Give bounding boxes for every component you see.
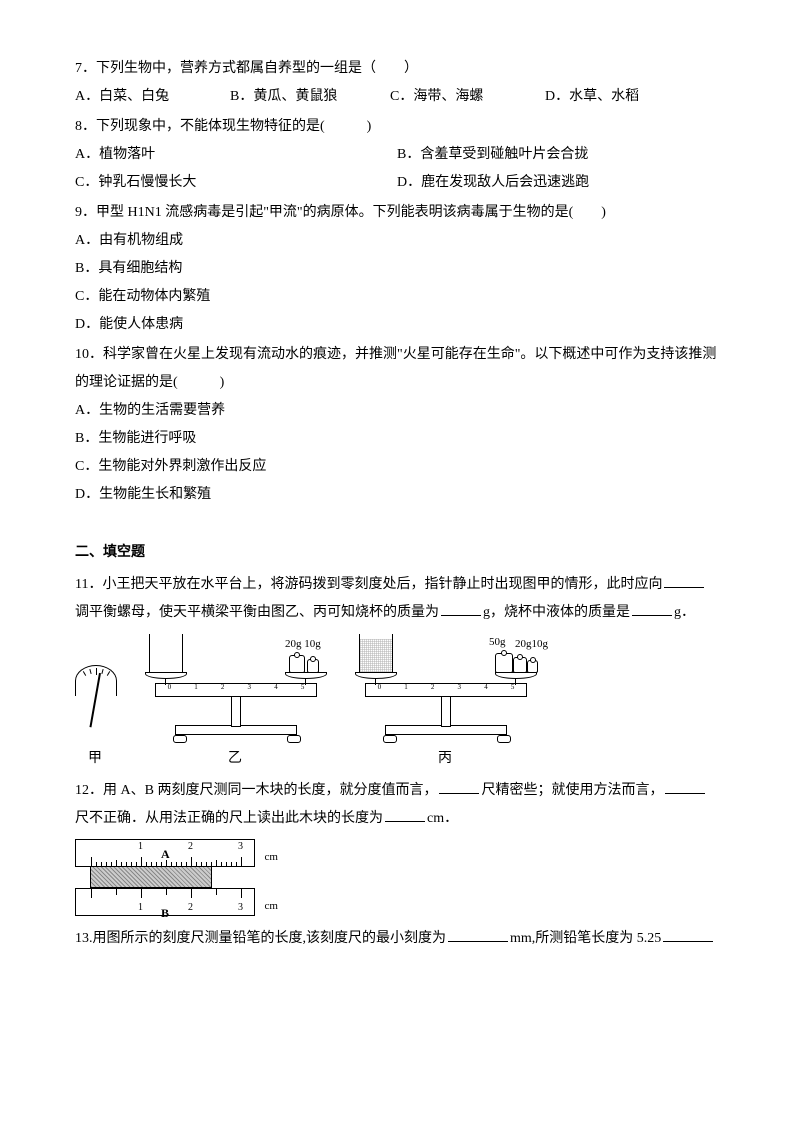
ruler-b-label: B [161,901,169,925]
ruler-a-unit: cm [265,846,278,868]
q9-option-b: B．具有细胞结构 [75,255,719,283]
q8-option-c: C．钟乳石慢慢长大 [75,169,397,197]
balance-bing-icon: 012345 50g 20g10g [355,635,535,735]
label-yi: 乙 [145,745,325,773]
q9-option-d: D．能使人体患病 [75,311,719,339]
ruler-a-icon: A cm 123 [75,839,255,867]
balance-indicator-icon [75,665,115,735]
q7-option-b: B．黄瓜、黄鼠狼 [230,83,390,111]
q11-blank-1 [664,573,704,588]
question-8-text: 8．下列现象中，不能体现生物特征的是( ) [75,113,719,141]
q12-post: cm． [427,811,458,826]
q7-option-c: C．海带、海螺 [390,83,545,111]
weight-label-bing2: 20g10g [515,633,548,655]
q9-option-a: A．由有机物组成 [75,227,719,255]
q9-option-c: C．能在动物体内繁殖 [75,283,719,311]
weight-label-bing1: 50g [489,631,506,653]
q12-mid2: 尺不正确．从用法正确的尺上读出此木块的长度为 [75,811,383,826]
q12-blank-2 [665,779,705,794]
question-10-text: 10．科学家曾在火星上发现有流动水的痕迹，并推测"火星可能存在生命"。以下概述中… [75,341,719,397]
question-13: 13.用图所示的刻度尺测量铅笔的长度,该刻度尺的最小刻度为 mm,所测铅笔长度为 … [75,925,719,953]
q10-option-d: D．生物能生长和繁殖 [75,481,719,509]
question-7-options: A．白菜、白兔 B．黄瓜、黄鼠狼 C．海带、海螺 D．水草、水稻 [75,83,719,111]
q8-option-a: A．植物落叶 [75,141,397,169]
q11-figures: 甲 012345 20g 10g 乙 [75,635,719,773]
q12-mid1: 尺精密些；就使用方法而言， [481,783,663,798]
q11-blank-2 [441,601,481,616]
ruler-b-unit: cm [265,895,278,917]
q12-blank-1 [439,779,479,794]
q11-mid1: 调平衡螺母，使天平横梁平衡由图乙、丙可知烧杯的质量为 [75,605,439,620]
q13-mid: mm,所测铅笔长度为 5.25 [510,931,661,946]
question-7-text: 7．下列生物中，营养方式都属自养型的一组是（ ） [75,55,719,83]
question-8: 8．下列现象中，不能体现生物特征的是( ) A．植物落叶 B．含羞草受到碰触叶片… [75,113,719,197]
page: 7．下列生物中，营养方式都属自养型的一组是（ ） A．白菜、白兔 B．黄瓜、黄鼠… [0,0,794,1123]
q11-mid2: g，烧杯中液体的质量是 [483,605,630,620]
q8-option-d: D．鹿在发现敌人后会迅速逃跑 [397,169,719,197]
q12-blank-3 [385,807,425,822]
question-9-options: A．由有机物组成 B．具有细胞结构 C．能在动物体内繁殖 D．能使人体患病 [75,227,719,339]
balance-yi-icon: 012345 20g 10g [145,635,325,735]
question-10: 10．科学家曾在火星上发现有流动水的痕迹，并推测"火星可能存在生命"。以下概述中… [75,341,719,509]
question-11: 11．小王把天平放在水平台上，将游码拨到零刻度处后，指针静止时出现图甲的情形，此… [75,571,719,627]
wood-block-icon [90,866,212,888]
q10-option-c: C．生物能对外界刺激作出反应 [75,453,719,481]
q11-post: g． [674,605,695,620]
figure-jia: 甲 [75,665,115,773]
q10-option-b: B．生物能进行呼吸 [75,425,719,453]
q7-option-d: D．水草、水稻 [545,83,639,111]
label-bing: 丙 [355,745,535,773]
q13-blank-2 [663,927,713,942]
question-9: 9．甲型 H1N1 流感病毒是引起"甲流"的病原体。下列能表明该病毒属于生物的是… [75,199,719,339]
figure-bing: 012345 50g 20g10g 丙 [355,635,535,773]
q13-pre: 13.用图所示的刻度尺测量铅笔的长度,该刻度尺的最小刻度为 [75,931,446,946]
question-12: 12．用 A、B 两刻度尺测同一木块的长度，就分度值而言， 尺精密些；就使用方法而… [75,777,719,833]
ruler-b-icon: B cm 123 [75,888,255,916]
question-8-options: A．植物落叶 B．含羞草受到碰触叶片会合拢 C．钟乳石慢慢长大 D．鹿在发现敌人… [75,141,719,197]
question-7: 7．下列生物中，营养方式都属自养型的一组是（ ） A．白菜、白兔 B．黄瓜、黄鼠… [75,55,719,111]
q12-figure: A cm 123 B cm 123 [75,839,255,916]
question-9-text: 9．甲型 H1N1 流感病毒是引起"甲流"的病原体。下列能表明该病毒属于生物的是… [75,199,719,227]
q8-option-b: B．含羞草受到碰触叶片会合拢 [397,141,719,169]
section-2-title: 二、填空题 [75,539,719,567]
label-jia: 甲 [75,745,115,773]
question-10-options: A．生物的生活需要营养 B．生物能进行呼吸 C．生物能对外界刺激作出反应 D．生… [75,397,719,509]
q7-option-a: A．白菜、白兔 [75,83,230,111]
q13-blank-1 [448,927,508,942]
figure-yi: 012345 20g 10g 乙 [145,635,325,773]
q10-option-a: A．生物的生活需要营养 [75,397,719,425]
q12-pre: 12．用 A、B 两刻度尺测同一木块的长度，就分度值而言， [75,783,437,798]
weight-label-yi: 20g 10g [285,633,321,655]
q11-pre: 11．小王把天平放在水平台上，将游码拨到零刻度处后，指针静止时出现图甲的情形，此… [75,577,662,592]
q11-blank-3 [632,601,672,616]
